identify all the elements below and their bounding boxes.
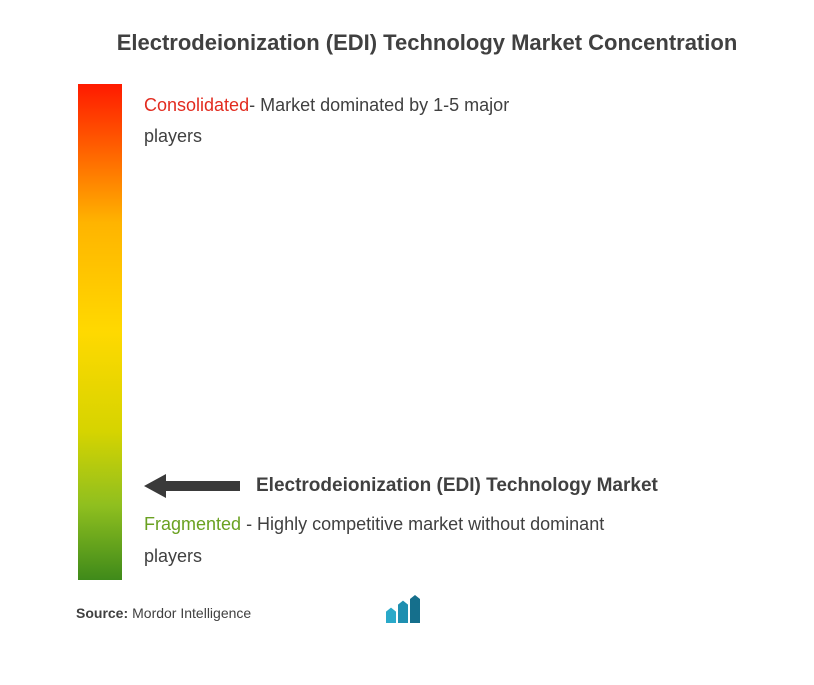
fragmented-description: Fragmented - Highly competitive market w… xyxy=(144,508,624,573)
consolidated-label: Consolidated xyxy=(144,95,249,115)
source-value: Mordor Intelligence xyxy=(132,605,251,621)
chart-area: Consolidated- Market dominated by 1-5 ma… xyxy=(40,84,774,584)
consolidated-description: Consolidated- Market dominated by 1-5 ma… xyxy=(144,90,564,151)
source-label: Source: xyxy=(76,605,128,621)
market-name-label: Electrodeionization (EDI) Technology Mar… xyxy=(256,475,658,497)
mordor-logo-icon xyxy=(386,593,426,623)
concentration-gradient-bar xyxy=(78,84,122,580)
page-title: Electrodeionization (EDI) Technology Mar… xyxy=(80,30,774,56)
market-marker-row: Electrodeionization (EDI) Technology Mar… xyxy=(144,472,658,500)
source-footer: Source: Mordor Intelligence xyxy=(76,605,251,621)
arrow-left-icon xyxy=(144,472,240,500)
infographic-container: Electrodeionization (EDI) Technology Mar… xyxy=(0,0,814,685)
fragmented-label: Fragmented xyxy=(144,514,241,534)
